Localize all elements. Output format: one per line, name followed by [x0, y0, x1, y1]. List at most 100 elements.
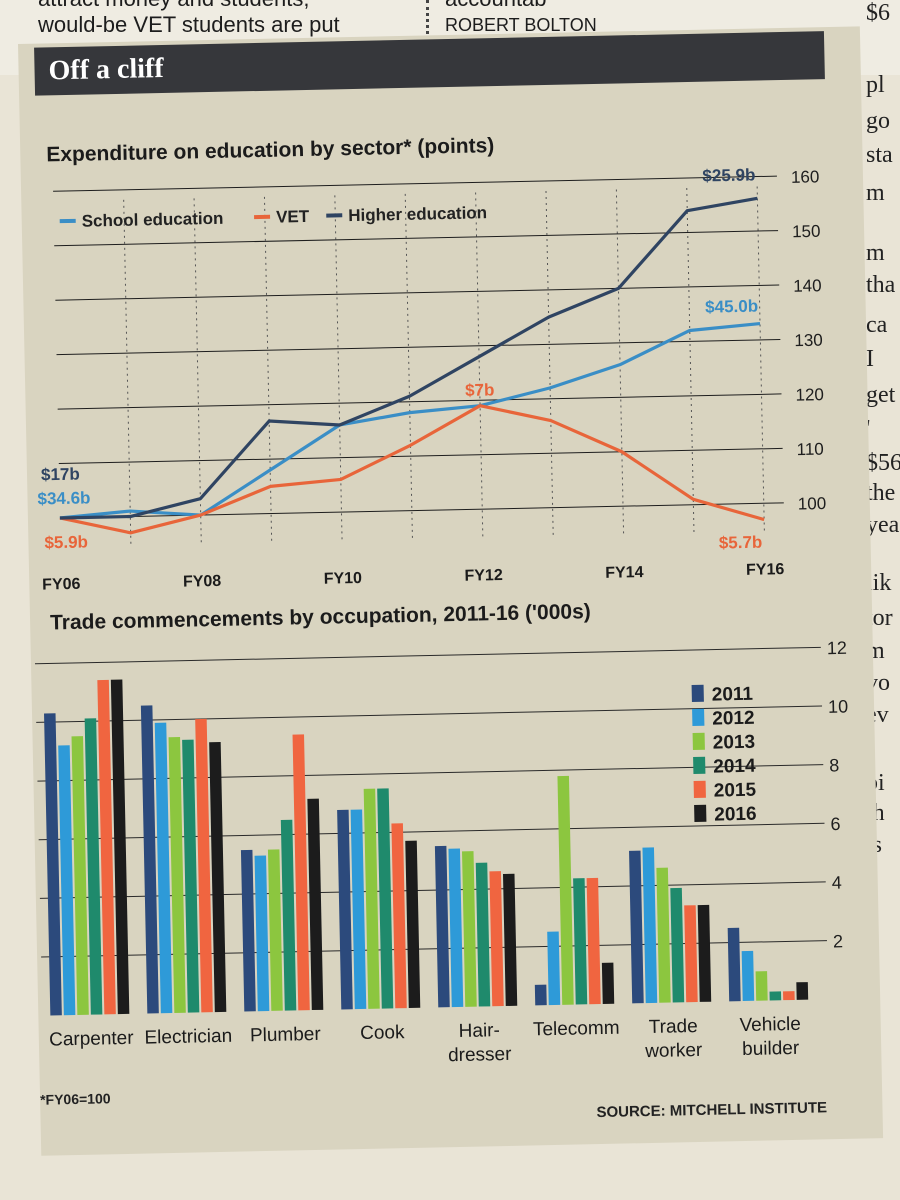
right-column-word: m: [866, 240, 885, 266]
byline: ROBERT BOLTON: [445, 15, 597, 35]
article-text-line-2: would-be VET students are put: [38, 12, 340, 37]
bar: [44, 713, 62, 1016]
category-label: dresser: [448, 1044, 512, 1066]
category-label: Hair-: [458, 1020, 500, 1042]
bar: [58, 745, 76, 1016]
x-gridline: [263, 196, 273, 545]
bar: [84, 718, 103, 1015]
y-tick-label: 6: [830, 814, 840, 834]
bar: [796, 982, 809, 1000]
y-tick-label: 4: [832, 873, 842, 893]
bar: [350, 809, 367, 1010]
data-label: $17b: [41, 465, 80, 485]
bar: [71, 736, 89, 1015]
data-label: $5.7b: [719, 533, 763, 553]
right-column-word: get: [866, 382, 896, 408]
byline-block: accountab ROBERT BOLTON: [445, 0, 597, 38]
legend-label: VET: [276, 207, 310, 227]
y-gridline: [59, 502, 784, 519]
category-label: Carpenter: [49, 1028, 135, 1051]
y-gridline: [36, 705, 823, 723]
byline-above: accountab: [445, 0, 597, 12]
bar: [292, 734, 310, 1011]
y-gridline: [34, 646, 821, 665]
y-gridline: [56, 338, 781, 356]
x-gridline: [404, 193, 414, 542]
bar: [601, 962, 615, 1004]
x-tick-label: FY08: [183, 573, 222, 591]
bar: [267, 849, 283, 1011]
bar: [475, 862, 491, 1007]
bar: [97, 679, 116, 1015]
bar: [534, 984, 547, 1006]
category-label: builder: [742, 1038, 800, 1060]
bar: [489, 871, 504, 1007]
category-label: Vehicle: [739, 1014, 801, 1036]
legend-swatch: [693, 780, 706, 799]
legend-label: 2012: [712, 708, 755, 730]
right-column-word: pl: [866, 72, 885, 98]
banner-title: Off a cliff: [48, 52, 164, 87]
x-tick-label: FY10: [324, 570, 363, 588]
bar: [377, 788, 394, 1009]
article-text-fragment: attract money and students, would-be VET…: [38, 0, 340, 38]
y-tick-label: 100: [798, 494, 827, 514]
series-line: [59, 404, 765, 535]
bar: [363, 788, 380, 1009]
line-chart: 100 110 120 130 140 150 160 FY06 FY08 FY10 FY12 FY1…: [37, 165, 827, 594]
right-column-word: $56: [866, 450, 900, 476]
category-label: Plumber: [250, 1024, 322, 1046]
y-tick-label: 2: [833, 931, 843, 951]
legend-label: 2014: [713, 756, 756, 778]
y-gridline: [57, 393, 782, 410]
y-tick-label: 10: [828, 696, 848, 716]
bar: [629, 850, 644, 1004]
y-gridline: [38, 822, 825, 841]
y-tick-label: 150: [792, 222, 821, 242]
right-column-word: m: [866, 180, 885, 206]
bar: [783, 991, 795, 1001]
x-tick-label: FY14: [605, 564, 644, 582]
x-gridline: [756, 186, 765, 535]
right-column-word: I: [866, 346, 874, 372]
y-gridline: [58, 447, 783, 465]
category-label: worker: [644, 1040, 703, 1062]
y-gridline: [39, 881, 826, 899]
right-column-word: $6: [866, 0, 890, 26]
bar: [391, 823, 407, 1009]
y-tick-label: 12: [827, 638, 847, 658]
bar: [448, 848, 464, 1008]
right-column-word: ca: [866, 312, 888, 338]
x-tick-label: FY16: [746, 561, 785, 579]
data-label: $45.0b: [705, 297, 758, 317]
bar: [240, 849, 256, 1012]
bar: [755, 971, 768, 1001]
data-label: $25.9b: [702, 165, 755, 185]
banner: Off a cliff: [34, 31, 825, 96]
y-tick-label: 110: [796, 440, 824, 460]
right-column-word: go: [866, 108, 890, 134]
bar: [573, 878, 588, 1005]
column-divider: [426, 0, 429, 46]
y-gridline: [54, 230, 779, 247]
bar: [557, 775, 574, 1005]
x-gridline: [123, 199, 132, 548]
x-tick-label: FY06: [42, 576, 81, 594]
bar: [697, 904, 712, 1002]
bar: [209, 742, 227, 1013]
y-tick-label: 130: [794, 331, 823, 351]
legend-label: 2015: [714, 780, 757, 802]
category-label: Trade: [649, 1016, 698, 1038]
bar: [547, 931, 561, 1006]
bar: [307, 798, 324, 1011]
right-column-word: sta: [866, 142, 893, 168]
bar: [110, 679, 130, 1015]
right-column-word: tha: [866, 272, 896, 298]
x-gridline: [334, 195, 343, 544]
right-column-word: yea: [866, 512, 900, 538]
bar: [154, 722, 173, 1014]
x-gridline: [193, 198, 202, 547]
source-credit: SOURCE: MITCHELL INSTITUTE: [596, 1099, 828, 1122]
bar: [337, 809, 353, 1010]
bar: [586, 877, 601, 1005]
